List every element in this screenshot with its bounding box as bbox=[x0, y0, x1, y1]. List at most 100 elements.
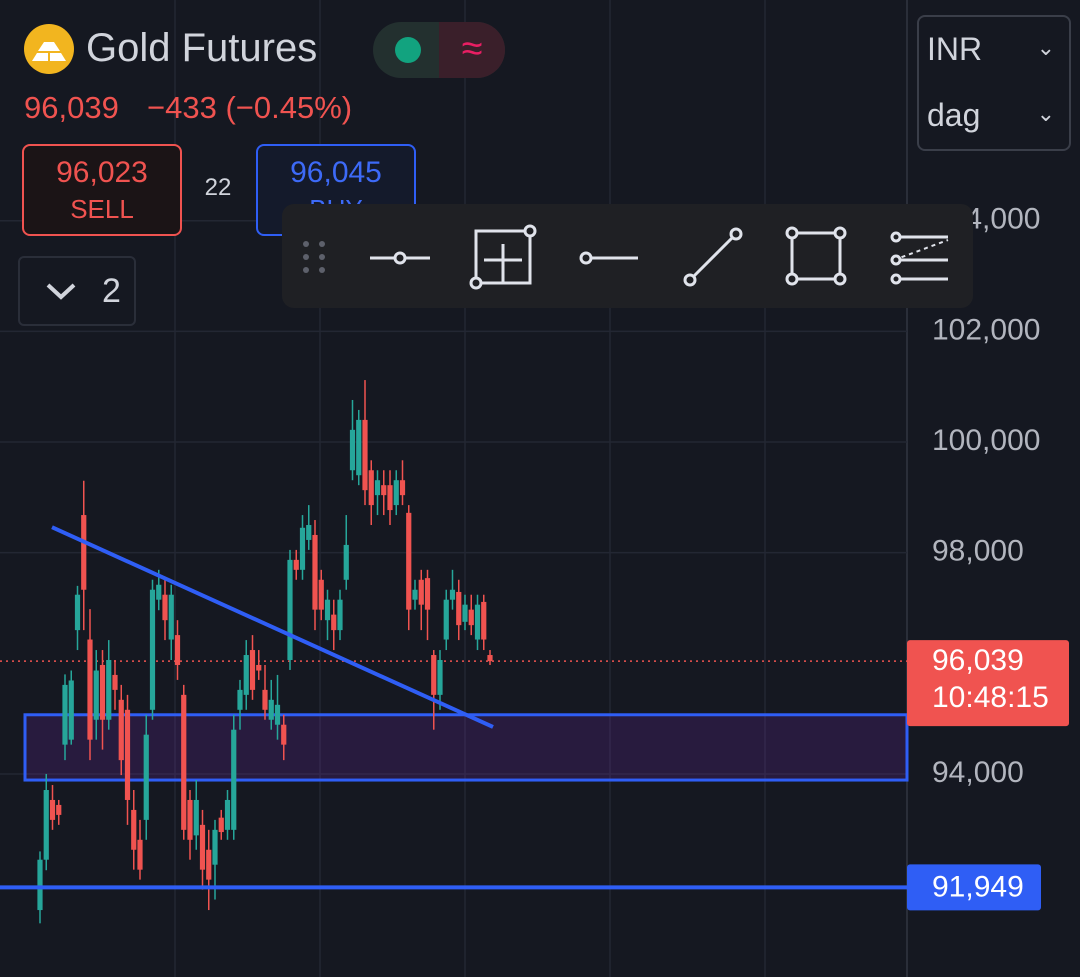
candle-body bbox=[206, 849, 212, 880]
candle-body bbox=[124, 709, 131, 800]
candle-body bbox=[74, 594, 81, 631]
candle-body bbox=[162, 594, 168, 621]
settings-box: INR ⌄ dag ⌄ bbox=[917, 15, 1071, 151]
candle-body bbox=[243, 655, 249, 695]
gold-bars bbox=[32, 42, 66, 61]
interval-chevron[interactable]: ⌄ bbox=[1036, 101, 1055, 126]
indicators-toggle[interactable]: 2 bbox=[18, 256, 136, 326]
hline-price-label: 91,949 bbox=[932, 870, 1024, 903]
candle-body bbox=[137, 839, 143, 870]
candle-body bbox=[324, 599, 331, 621]
candle-body bbox=[299, 527, 306, 570]
candle-body bbox=[131, 809, 137, 850]
candle-body bbox=[362, 419, 368, 491]
candle-body bbox=[231, 729, 237, 830]
y-tick-label: 94,000 bbox=[932, 756, 1024, 789]
candle-body bbox=[381, 485, 387, 496]
candle-body bbox=[349, 429, 356, 471]
candle-body bbox=[281, 724, 287, 745]
candle-body bbox=[462, 604, 468, 622]
candle-body bbox=[274, 704, 281, 725]
candle-body bbox=[306, 525, 312, 540]
candle-body bbox=[418, 579, 424, 605]
candle-body bbox=[62, 684, 68, 745]
candle-body bbox=[424, 578, 431, 610]
candle-body bbox=[356, 419, 362, 476]
candle-body bbox=[199, 824, 206, 870]
sell-label: SELL bbox=[70, 194, 134, 224]
candle-body bbox=[143, 734, 149, 820]
candle-body bbox=[168, 594, 174, 640]
candle-body bbox=[149, 589, 156, 710]
trend-line bbox=[51, 525, 494, 729]
y-tick-label: 102,000 bbox=[932, 313, 1040, 346]
candle-body bbox=[443, 599, 449, 640]
hline-price-tag bbox=[907, 864, 1041, 911]
indicators-count: 2 bbox=[102, 272, 121, 310]
candle-body bbox=[256, 664, 262, 671]
candle-body bbox=[81, 515, 87, 590]
candle-body bbox=[468, 609, 474, 626]
y-tick-label: 98,000 bbox=[932, 535, 1024, 568]
status-pill[interactable]: ≈ bbox=[373, 22, 505, 78]
candle-body bbox=[331, 614, 337, 631]
candle-body bbox=[237, 689, 243, 710]
candle-body bbox=[481, 601, 487, 640]
market-open-dot bbox=[395, 37, 421, 63]
last-price-label: 96,039 bbox=[932, 644, 1024, 677]
measure-tool[interactable] bbox=[469, 224, 537, 290]
candle-body bbox=[337, 599, 343, 631]
interval[interactable]: dag bbox=[927, 97, 981, 133]
candle-body bbox=[268, 699, 274, 720]
rectangle-tool[interactable] bbox=[785, 226, 847, 286]
price-change: −433 (−0.45%) bbox=[147, 90, 353, 125]
ray-tool[interactable] bbox=[579, 251, 638, 265]
candle-body bbox=[106, 660, 112, 720]
candle-body bbox=[343, 544, 349, 580]
chevron bbox=[46, 283, 76, 300]
symbol-title[interactable]: Gold Futures bbox=[86, 26, 318, 70]
candle-body bbox=[87, 639, 93, 740]
drag-handle[interactable] bbox=[303, 241, 325, 273]
candle-body bbox=[387, 485, 393, 511]
y-tick-label: 100,000 bbox=[932, 424, 1040, 457]
delayed-icon: ≈ bbox=[439, 22, 505, 78]
currency-chevron[interactable]: ⌄ bbox=[1036, 35, 1055, 60]
sell-button[interactable]: 96,023 SELL bbox=[22, 144, 182, 236]
trend-line-tool[interactable] bbox=[683, 227, 743, 287]
candle-body bbox=[449, 589, 456, 600]
last-price-tag bbox=[907, 640, 1069, 727]
candle-body bbox=[374, 480, 381, 496]
horizontal-ray-tool[interactable] bbox=[370, 251, 430, 265]
candle-body bbox=[218, 817, 224, 833]
candle-body bbox=[174, 635, 181, 665]
candle-body bbox=[487, 655, 493, 662]
candle-body bbox=[224, 799, 231, 830]
candle-body bbox=[474, 604, 481, 640]
candle-body bbox=[49, 799, 56, 820]
candle-body bbox=[287, 559, 293, 661]
candle-body bbox=[412, 589, 418, 600]
buy-price: 96,045 bbox=[290, 156, 382, 189]
candle-body bbox=[212, 829, 218, 865]
candle-body bbox=[249, 650, 256, 690]
drawing-toolbar bbox=[282, 204, 973, 308]
gold-icon bbox=[24, 24, 74, 74]
currency[interactable]: INR bbox=[927, 31, 983, 67]
candle-body bbox=[318, 579, 324, 610]
zone-rectangle bbox=[23, 713, 909, 782]
sell-price: 96,023 bbox=[56, 156, 148, 189]
candle-body bbox=[431, 655, 437, 695]
countdown-label: 10:48:15 bbox=[932, 681, 1049, 714]
candle-body bbox=[368, 470, 374, 506]
candle-body bbox=[181, 694, 187, 830]
spread: 22 bbox=[204, 174, 232, 201]
candle-body bbox=[456, 591, 462, 626]
candle-body bbox=[99, 664, 106, 720]
candle-body bbox=[193, 799, 199, 836]
candle-body bbox=[43, 790, 49, 860]
toolbar-icons bbox=[303, 224, 949, 290]
fib-tool[interactable] bbox=[890, 231, 949, 285]
candle-body bbox=[187, 799, 193, 840]
